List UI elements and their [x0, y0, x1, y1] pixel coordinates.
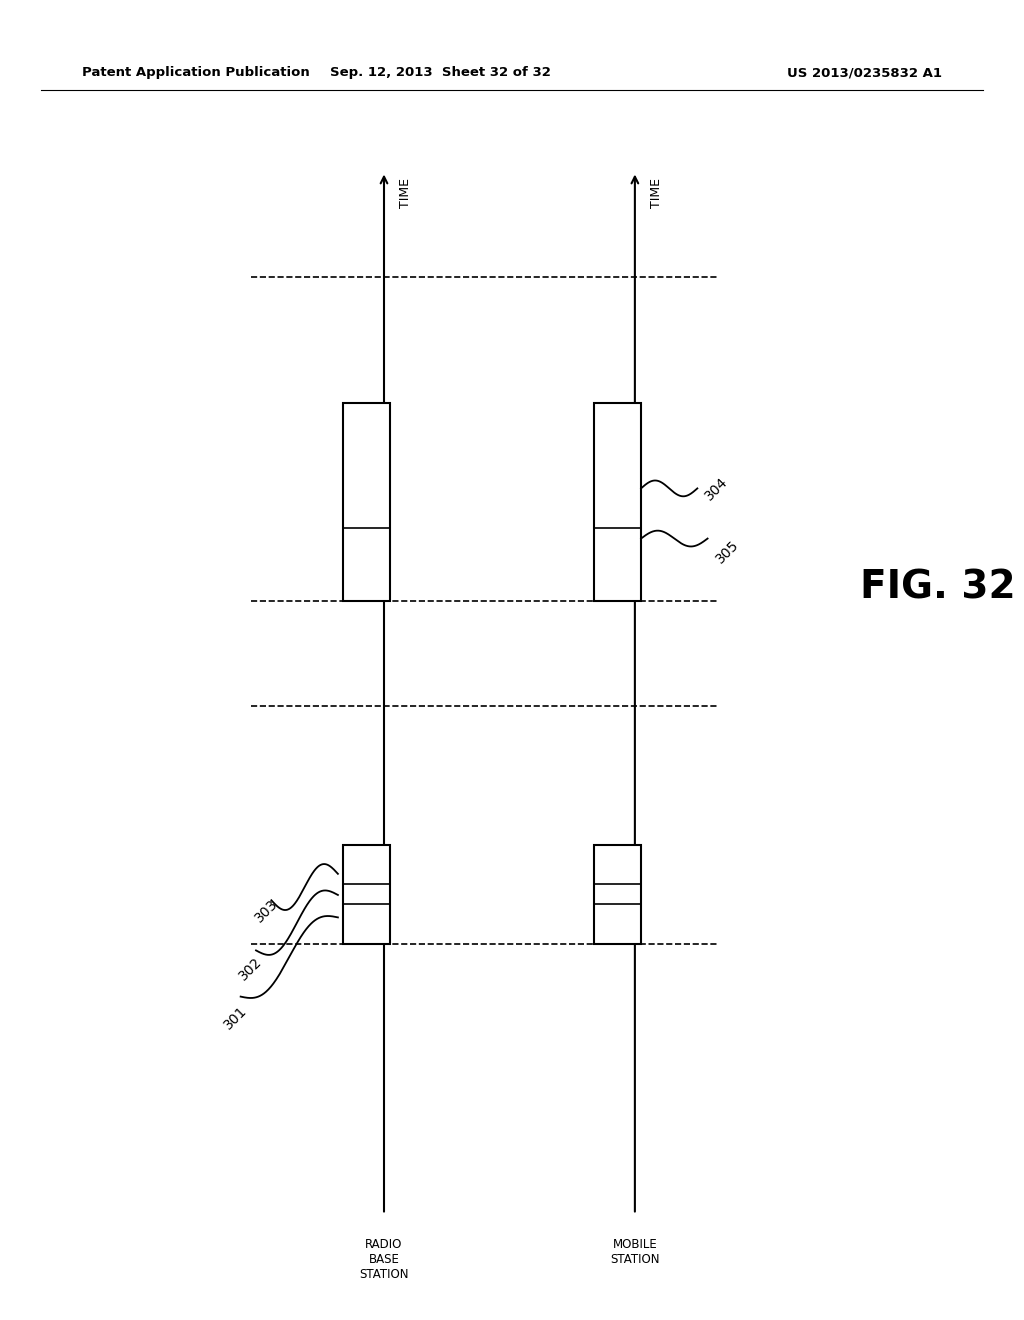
Bar [343, 845, 390, 944]
Text: 305: 305 [713, 537, 741, 566]
Text: 302: 302 [237, 954, 265, 983]
Text: US 2013/0235832 A1: US 2013/0235832 A1 [787, 66, 942, 79]
Bar [594, 845, 641, 944]
Text: 301: 301 [221, 1003, 250, 1032]
Text: Sep. 12, 2013  Sheet 32 of 32: Sep. 12, 2013 Sheet 32 of 32 [330, 66, 551, 79]
Text: 303: 303 [252, 896, 281, 925]
Text: FIG. 32: FIG. 32 [860, 569, 1016, 606]
Text: MOBILE
STATION: MOBILE STATION [610, 1238, 659, 1266]
Text: Patent Application Publication: Patent Application Publication [82, 66, 309, 79]
Text: 304: 304 [702, 474, 731, 503]
Bar [343, 403, 390, 601]
Text: RADIO
BASE
STATION: RADIO BASE STATION [359, 1238, 409, 1282]
Bar [594, 403, 641, 601]
Text: TIME: TIME [399, 178, 413, 209]
Text: TIME: TIME [650, 178, 664, 209]
